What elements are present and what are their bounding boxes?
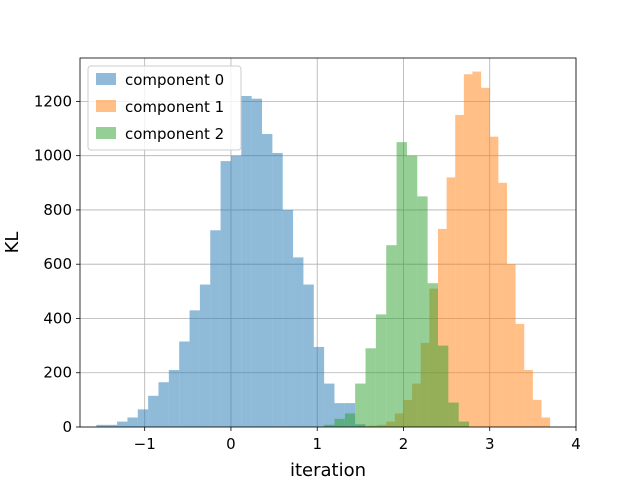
histogram-bar xyxy=(106,424,118,427)
histogram-bar xyxy=(437,345,449,427)
histogram-bar xyxy=(334,418,345,427)
histogram-bar xyxy=(220,161,231,427)
histogram-bar xyxy=(489,136,499,427)
histogram-bar xyxy=(355,383,366,427)
y-tick-label: 800 xyxy=(43,201,72,219)
histogram-bar xyxy=(293,257,304,427)
bars xyxy=(96,71,551,428)
histogram-bar xyxy=(498,182,507,427)
histogram-bar xyxy=(506,264,516,427)
y-tick-label: 1200 xyxy=(34,92,72,110)
histogram-bar xyxy=(481,87,490,428)
histogram-bar xyxy=(455,114,464,428)
ticks: −1 0 1 2 3 4 0 200 400 600 800 1000 1200 xyxy=(34,92,581,453)
histogram-bar xyxy=(303,284,314,427)
histogram-bar xyxy=(199,284,211,427)
histogram-bar xyxy=(334,403,345,427)
plot-frame xyxy=(79,57,577,428)
histogram-bar xyxy=(251,98,263,427)
histogram-bar xyxy=(179,341,190,427)
legend-swatch xyxy=(96,127,116,139)
series-2-bars xyxy=(324,142,470,428)
histogram-bar xyxy=(282,209,294,427)
histogram-bar xyxy=(313,346,325,427)
histogram-bar xyxy=(396,142,407,427)
histogram-bar xyxy=(210,230,221,427)
histogram-bar xyxy=(375,314,387,427)
histogram-bar xyxy=(344,413,356,427)
histogram-bar xyxy=(532,399,542,427)
x-tick-label: 0 xyxy=(226,435,236,453)
legend: component 0 component 1 component 2 xyxy=(87,65,242,151)
x-tick-label: −1 xyxy=(134,435,156,453)
histogram-bar xyxy=(446,177,456,427)
histogram-bar xyxy=(262,133,273,427)
legend-box xyxy=(87,65,242,151)
legend-label: component 1 xyxy=(125,98,224,116)
x-tick-label: 3 xyxy=(485,435,495,453)
x-tick-label: 1 xyxy=(312,435,322,453)
histogram-bar xyxy=(324,383,335,427)
x-axis-label: iteration xyxy=(290,460,366,480)
x-tick-label: 2 xyxy=(399,435,409,453)
histogram-bar xyxy=(515,323,525,427)
y-tick-label: 600 xyxy=(43,255,72,273)
histogram-bar xyxy=(427,283,438,427)
histogram-bar xyxy=(168,370,180,427)
legend-swatch xyxy=(96,73,116,85)
x-tick-label: 4 xyxy=(571,435,581,453)
histogram-bar xyxy=(448,402,459,427)
histogram-bar xyxy=(189,310,200,427)
histogram-bar xyxy=(406,155,418,428)
legend-label: component 2 xyxy=(125,125,224,143)
y-tick-label: 0 xyxy=(62,418,72,436)
histogram-bar xyxy=(437,228,447,427)
histogram-bar xyxy=(472,71,482,428)
legend-swatch xyxy=(96,100,116,112)
histogram-bar xyxy=(230,155,242,428)
histogram-bar xyxy=(458,421,470,427)
histogram-bar xyxy=(324,424,335,427)
y-tick-label: 400 xyxy=(43,309,72,327)
histogram-bar xyxy=(541,417,551,427)
histogram-bar xyxy=(241,95,252,427)
histogram-bar xyxy=(117,421,128,427)
histogram-bar xyxy=(158,382,169,427)
histogram-bar xyxy=(524,370,533,427)
histogram-bar xyxy=(96,424,107,427)
histogram-bar xyxy=(463,74,473,427)
legend-label: component 0 xyxy=(125,71,224,89)
histogram-bar xyxy=(148,395,159,427)
y-axis-label: KL xyxy=(2,232,23,254)
histogram-bar xyxy=(127,417,138,427)
y-tick-label: 200 xyxy=(43,364,72,382)
histogram-bar xyxy=(365,348,376,427)
histogram-bar xyxy=(137,409,149,427)
histogram-bar xyxy=(386,245,397,427)
y-tick-label: 1000 xyxy=(34,147,72,165)
histogram-bar xyxy=(417,196,428,427)
histogram-bar xyxy=(272,152,283,427)
series-0-bars xyxy=(96,95,366,428)
